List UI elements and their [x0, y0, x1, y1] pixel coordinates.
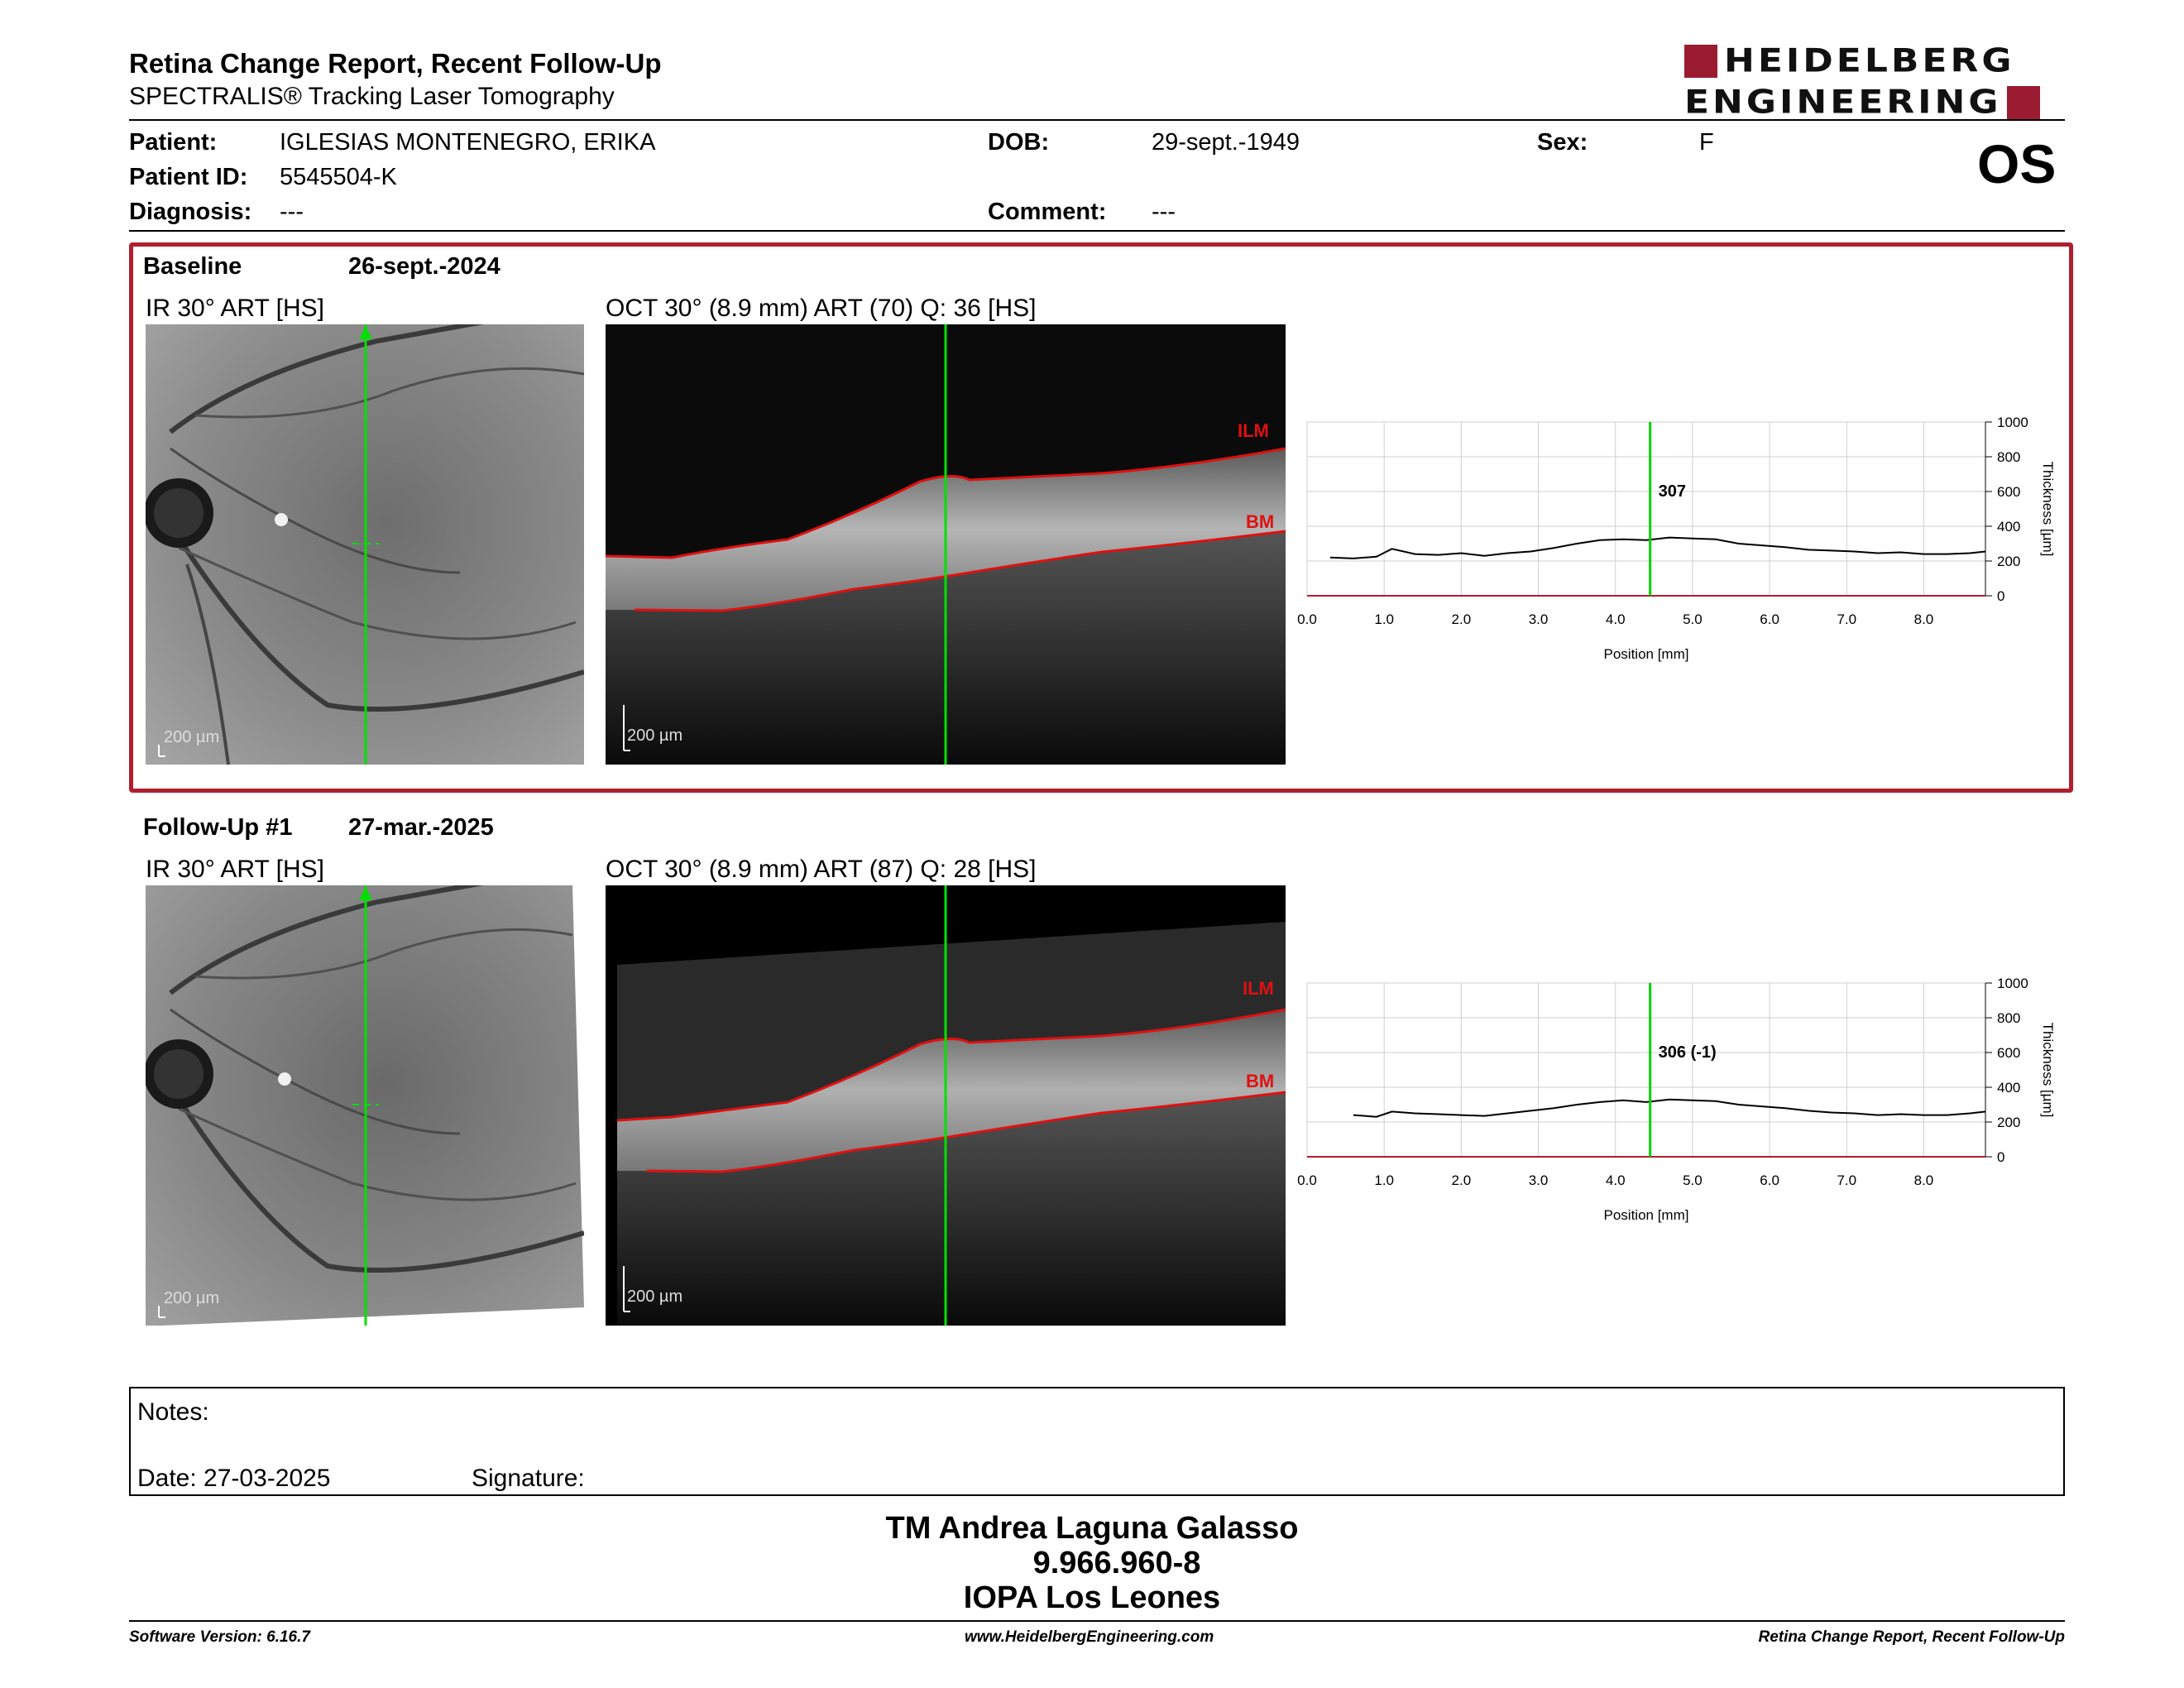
x-tick-label: 1.0: [1374, 611, 1394, 627]
baseline-selected-frame[interactable]: [129, 242, 2073, 793]
oct-image-label: OCT 30° (8.9 mm) ART (70) Q: 36 [HS]: [606, 295, 1037, 322]
logo-line2: ENGINEERING: [1684, 83, 2002, 122]
report-subtitle: SPECTRALIS® Tracking Laser Tomography: [129, 83, 615, 110]
patient-id-label: Patient ID:: [129, 164, 248, 190]
y-tick-label: 400: [1997, 1080, 2020, 1096]
patient-divider: [129, 230, 2065, 232]
scale-bar-label: 200 µm: [164, 1289, 220, 1307]
ir-image-label: IR 30° ART [HS]: [146, 295, 324, 322]
exam-date: 27-mar.-2025: [348, 814, 494, 841]
x-axis-label: Position [mm]: [1604, 646, 1689, 662]
website-link[interactable]: www.HeidelbergEngineering.com: [965, 1628, 1214, 1646]
scale-bar-label: 200 µm: [627, 1288, 683, 1306]
diagnosis-label: Diagnosis:: [129, 199, 252, 225]
x-axis-label: Position [mm]: [1604, 1207, 1689, 1223]
sex-value: F: [1699, 129, 1714, 156]
signer-org: IOPA Los Leones: [963, 1580, 1221, 1615]
signer-name: TM Andrea Laguna Galasso: [885, 1511, 1299, 1546]
y-tick-label: 0: [1997, 588, 2004, 604]
software-version: Software Version: 6.16.7: [129, 1628, 310, 1646]
diagnosis-value: ---: [280, 199, 304, 225]
bm-label: BM: [1246, 1071, 1275, 1091]
signature-label: Signature:: [472, 1465, 585, 1492]
heidelberg-logo: HEIDELBERG ENGINEERING: [1684, 43, 2065, 121]
dob-value: 29-sept.-1949: [1152, 129, 1300, 156]
marker-value-label: 306 (-1): [1659, 1043, 1717, 1062]
dob-label: DOB:: [988, 129, 1050, 156]
comment-label: Comment:: [988, 199, 1107, 225]
oct-bscan-image[interactable]: ILM BM 200 µm: [606, 324, 1286, 765]
signer-id: 9.966.960-8: [1032, 1546, 1201, 1580]
patient-id-value: 5545504-K: [280, 164, 397, 190]
y-axis-label: Thickness [µm]: [2040, 1023, 2056, 1118]
x-tick-label: 0.0: [1297, 1172, 1317, 1188]
exam-name: Baseline: [143, 253, 242, 280]
thickness-chart: 0.0 1.0 2.0 3.0 4.0 5.0 6.0 7.0 8.0 0 200 400 600 800…: [1297, 415, 2056, 662]
footer-report-name: Retina Change Report, Recent Follow-Up: [1758, 1628, 2065, 1646]
exam-name: Follow-Up #1: [143, 814, 293, 841]
ir-image-label: IR 30° ART [HS]: [146, 856, 324, 883]
x-tick-label: 4.0: [1606, 1172, 1626, 1188]
x-tick-label: 5.0: [1683, 1172, 1703, 1188]
thickness-chart: 0.0 1.0 2.0 3.0 4.0 5.0 6.0 7.0 8.0 0 200 400 600 800…: [1297, 976, 2056, 1223]
ir-fundus-image[interactable]: 200 µm: [146, 324, 584, 765]
y-axis-label: Thickness [µm]: [2040, 462, 2056, 557]
x-tick-label: 2.0: [1452, 611, 1472, 627]
footer-divider: [129, 1620, 2065, 1622]
y-tick-label: 200: [1997, 554, 2020, 569]
ilm-label: ILM: [1243, 978, 1274, 999]
x-tick-label: 3.0: [1529, 1172, 1549, 1188]
ilm-label: ILM: [1238, 420, 1269, 441]
y-tick-label: 800: [1997, 449, 2020, 465]
notes-label: Notes:: [137, 1398, 209, 1426]
scale-bar-label: 200 µm: [164, 728, 220, 746]
x-tick-label: 3.0: [1529, 611, 1549, 627]
x-tick-label: 0.0: [1297, 611, 1317, 627]
x-tick-label: 5.0: [1683, 611, 1703, 627]
x-tick-label: 7.0: [1837, 611, 1856, 627]
comment-value: ---: [1152, 199, 1176, 225]
date-label: Date: 27-03-2025: [137, 1465, 331, 1492]
y-tick-label: 200: [1997, 1115, 2020, 1130]
thickness-series-line: [1329, 536, 1986, 559]
exam-date: 26-sept.-2024: [348, 253, 500, 280]
bm-label: BM: [1246, 511, 1275, 532]
x-tick-label: 1.0: [1374, 1172, 1394, 1188]
y-tick-label: 600: [1997, 484, 2020, 500]
patient-label: Patient:: [129, 129, 218, 156]
notes-box[interactable]: Notes: Date: 27-03-2025 Signature:: [129, 1387, 2065, 1496]
marker-value-label: 307: [1659, 482, 1686, 501]
ir-fundus-image[interactable]: 200 µm: [146, 885, 584, 1326]
report-title: Retina Change Report, Recent Follow-Up: [129, 48, 662, 79]
logo-square-icon: [1684, 45, 1717, 78]
x-tick-label: 8.0: [1914, 611, 1934, 627]
oct-image-label: OCT 30° (8.9 mm) ART (87) Q: 28 [HS]: [606, 856, 1037, 883]
y-tick-label: 0: [1997, 1149, 2004, 1165]
oct-bscan-image[interactable]: ILM BM 200 µm: [606, 885, 1286, 1326]
header-divider: [129, 119, 2065, 121]
sex-label: Sex:: [1537, 129, 1588, 156]
y-tick-label: 400: [1997, 519, 2020, 535]
logo-square-icon: [2006, 86, 2040, 119]
eye-indicator: OS: [1977, 133, 2057, 194]
y-tick-label: 1000: [1997, 976, 2028, 991]
x-tick-label: 6.0: [1760, 611, 1779, 627]
patient-name: IGLESIAS MONTENEGRO, ERIKA: [280, 129, 656, 156]
thickness-series-line: [1353, 1098, 1986, 1118]
x-tick-label: 2.0: [1452, 1172, 1472, 1188]
scale-bar-label: 200 µm: [627, 727, 683, 745]
x-tick-label: 7.0: [1837, 1172, 1856, 1188]
y-tick-label: 600: [1997, 1045, 2020, 1061]
x-tick-label: 4.0: [1606, 611, 1626, 627]
y-tick-label: 800: [1997, 1010, 2020, 1026]
x-tick-label: 6.0: [1760, 1172, 1779, 1188]
logo-line1: HEIDELBERG: [1724, 41, 2015, 80]
x-tick-label: 8.0: [1914, 1172, 1934, 1188]
y-tick-label: 1000: [1997, 415, 2028, 430]
